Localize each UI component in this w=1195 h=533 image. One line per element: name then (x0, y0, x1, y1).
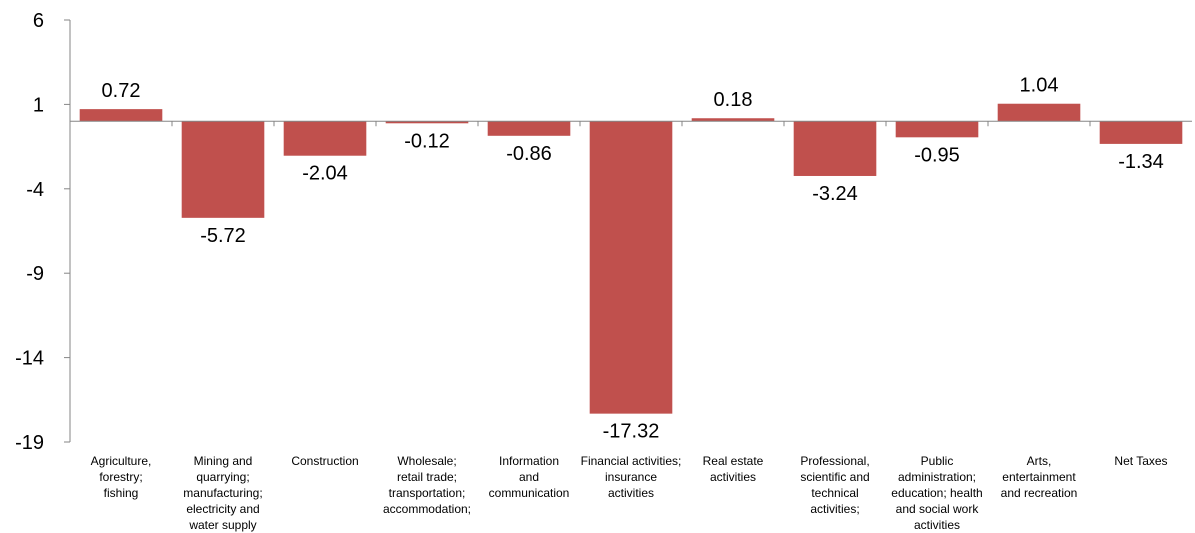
data-label: -3.24 (812, 183, 858, 205)
y-tick-label: 6 (33, 10, 44, 32)
bar (691, 118, 775, 122)
category-label-line: technical (811, 486, 858, 500)
category-label-line: communication (489, 486, 570, 500)
category-label-line: and (519, 470, 539, 484)
bar (589, 121, 673, 414)
category-label-line: forestry; (99, 470, 142, 484)
category-label-line: water supply (188, 518, 256, 532)
category-label-line: Financial activities; (581, 454, 682, 468)
category-label: Information and communication (489, 454, 570, 500)
y-tick-label: 1 (33, 94, 44, 116)
category-label: Public administration; education; health an… (891, 454, 982, 532)
category-label-line: insurance (605, 470, 657, 484)
category-label-line: activities (608, 486, 654, 500)
category-axis (70, 120, 1192, 127)
data-label: -0.12 (404, 130, 450, 152)
data-label: -0.95 (914, 144, 960, 166)
bars (79, 103, 1183, 414)
bar (997, 103, 1081, 122)
y-tick-label: -9 (26, 263, 44, 285)
category-label-line: Agriculture, (91, 454, 152, 468)
y-tick-label: -4 (26, 179, 44, 201)
data-label: 1.04 (1020, 75, 1059, 97)
y-tick-label: -14 (15, 348, 44, 370)
data-label: -17.32 (603, 421, 660, 443)
category-label-line: Information (499, 454, 559, 468)
category-label: Net Taxes (1114, 454, 1167, 468)
category-label-line: accommodation; (383, 502, 471, 516)
data-label: 0.72 (102, 80, 141, 102)
bar (1099, 121, 1183, 144)
data-label: -0.86 (506, 143, 552, 165)
category-label-line: administration; (898, 470, 976, 484)
category-label: Agriculture, forestry; fishing (91, 454, 152, 500)
bar (385, 121, 469, 124)
category-label-line: Net Taxes (1114, 454, 1167, 468)
category-label: Real estate activities (703, 454, 764, 484)
bar (79, 109, 163, 122)
y-tick-label: -19 (15, 432, 44, 454)
category-label-line: Professional, (800, 454, 869, 468)
category-label-line: activities (710, 470, 756, 484)
data-labels: 0.72 -5.72 -2.04 -0.12 -0.86 -17.32 0.18 -3.24 -… (102, 75, 1164, 443)
category-label: Arts, entertainment and recreation (1001, 454, 1078, 500)
category-label-line: retail trade; (397, 470, 457, 484)
category-label-line: quarrying; (196, 470, 249, 484)
category-label-line: activities (914, 518, 960, 532)
category-labels: Agriculture, forestry; fishing Mining and qu… (91, 454, 1168, 532)
category-label: Mining and quarrying; manufacturing; electr… (183, 454, 262, 532)
category-label-line: and recreation (1001, 486, 1078, 500)
category-label-line: transportation; (389, 486, 466, 500)
category-label-line: Public (921, 454, 954, 468)
y-axis: 6 1 -4 -9 -14 -19 (15, 10, 71, 454)
category-label-line: scientific and (800, 470, 869, 484)
category-label-line: electricity and (186, 502, 259, 516)
category-label-line: activities; (810, 502, 859, 516)
category-label: Professional, scientific and technical acti… (800, 454, 869, 516)
category-label-line: and social work (896, 502, 980, 516)
category-label-line: manufacturing; (183, 486, 262, 500)
category-label-line: Arts, (1027, 454, 1052, 468)
data-label: 0.18 (714, 89, 753, 111)
category-label-line: education; health (891, 486, 982, 500)
data-label: -1.34 (1118, 151, 1164, 173)
category-label-line: entertainment (1002, 470, 1076, 484)
category-label: Financial activities; insurance activities (581, 454, 682, 500)
bar (895, 121, 979, 138)
data-label: -2.04 (302, 163, 348, 185)
bar (283, 121, 367, 156)
category-label: Construction (291, 454, 358, 468)
category-label: Wholesale; retail trade; transportation; ac… (383, 454, 471, 516)
category-label-line: Wholesale; (397, 454, 456, 468)
bar (181, 121, 265, 218)
data-label: -5.72 (200, 225, 246, 247)
bar (793, 121, 877, 176)
category-label-line: Real estate (703, 454, 764, 468)
bar (487, 121, 571, 136)
category-label-line: Construction (291, 454, 358, 468)
category-label-line: Mining and (194, 454, 253, 468)
category-label-line: fishing (104, 486, 139, 500)
